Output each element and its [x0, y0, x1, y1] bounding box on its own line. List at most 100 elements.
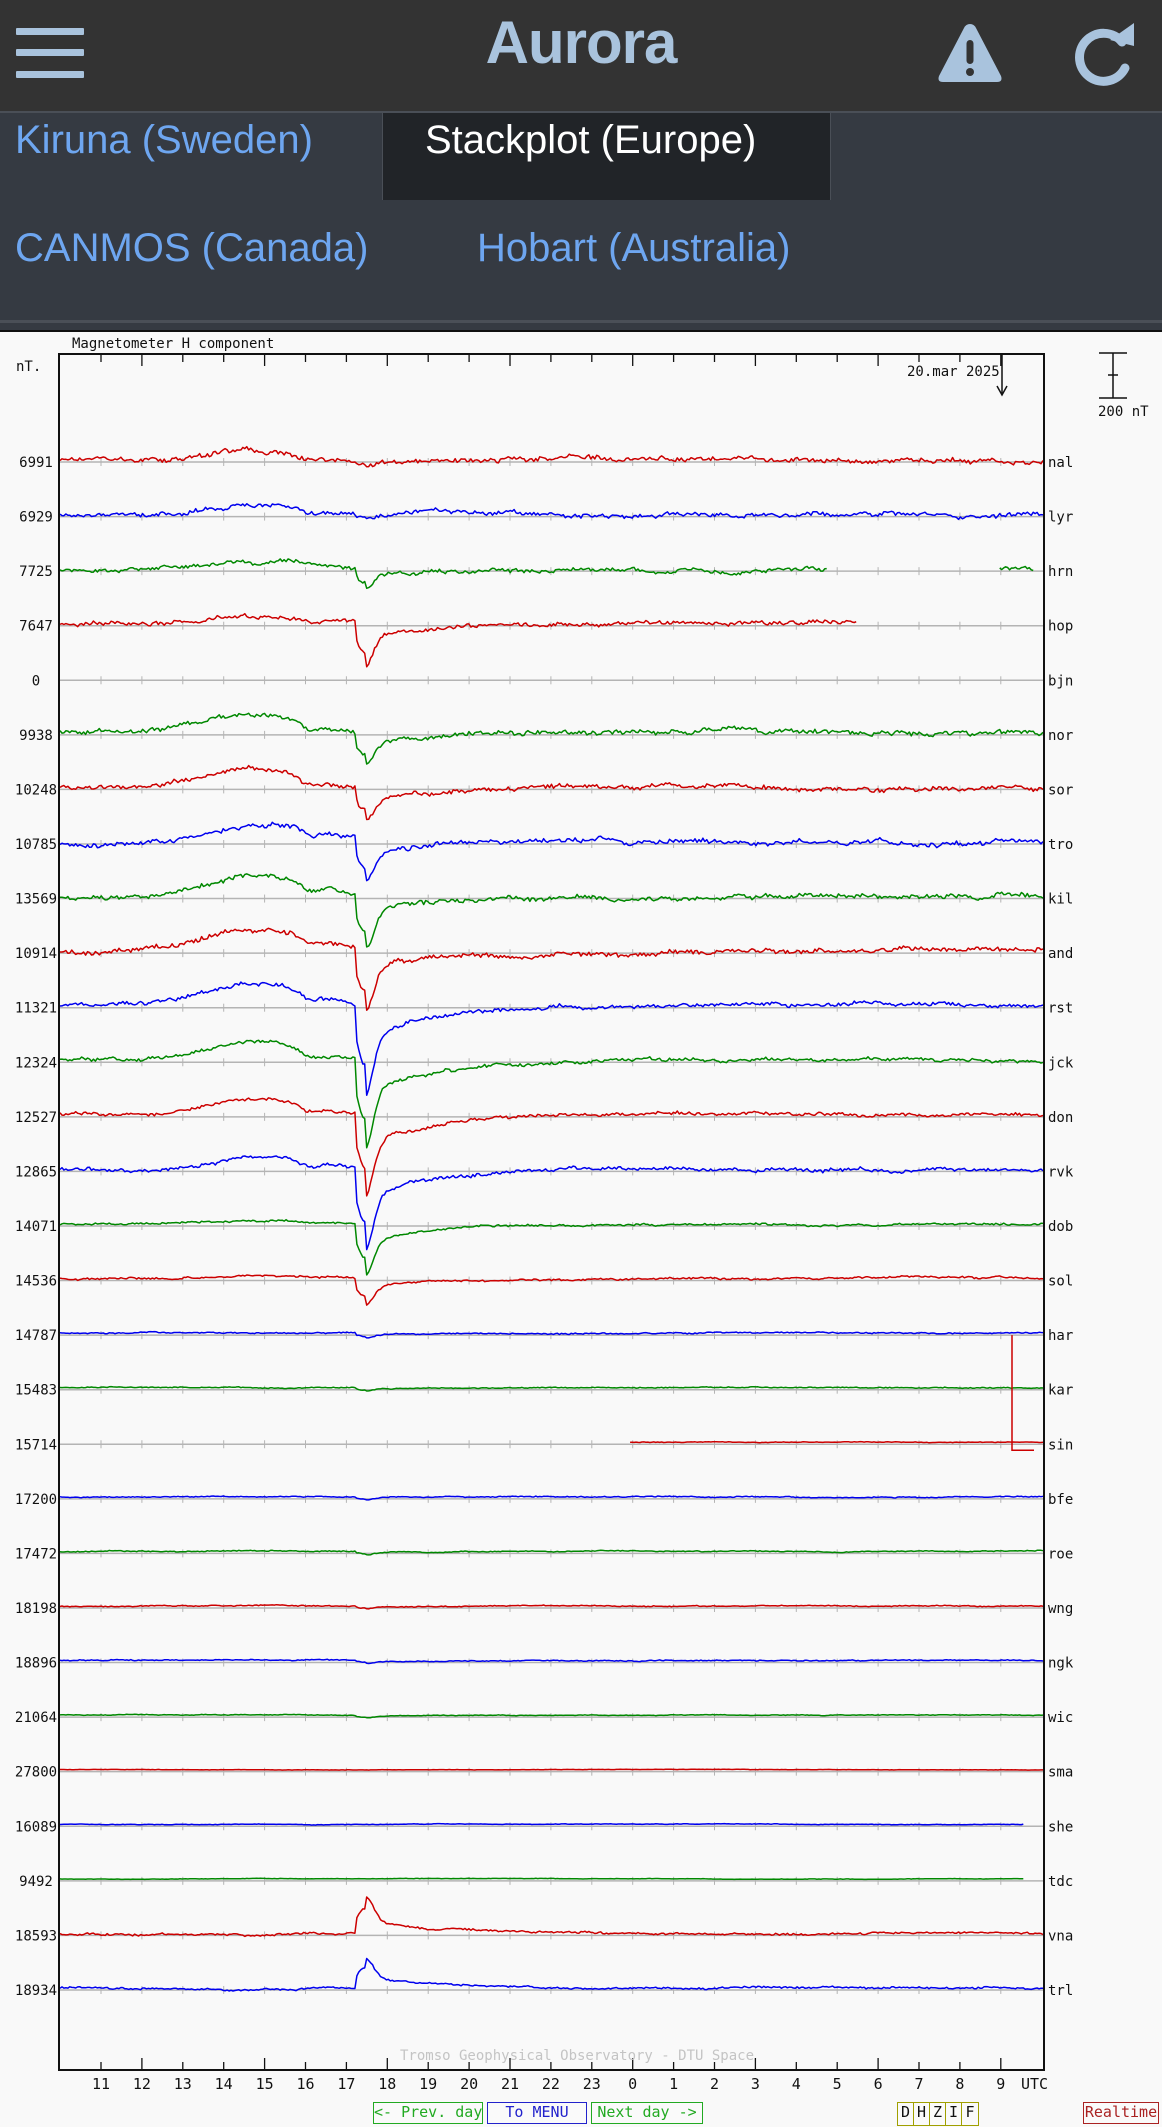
x-tick-label: 7: [914, 2075, 923, 2093]
stackplot-chart: 11 12 13 14 15 16 17 18 19 20 21 22 23 0 1 2 3 4 5 6 7 8 9 nal…: [0, 330, 1162, 2121]
station-label-sin: sin: [1048, 1437, 1073, 1453]
baseline-value-jck: 12324: [15, 1055, 57, 1071]
station-label-bjn: bjn: [1048, 673, 1073, 689]
component-z-button[interactable]: Z: [930, 2103, 946, 2125]
x-tick-label: 20: [460, 2075, 478, 2093]
component-f-button[interactable]: F: [962, 2103, 978, 2125]
component-h-button[interactable]: H: [914, 2103, 930, 2125]
refresh-button[interactable]: [1070, 20, 1140, 90]
x-tick-label: 3: [751, 2075, 760, 2093]
unit-label: nT.: [16, 359, 41, 375]
alert-button[interactable]: [935, 20, 1005, 90]
trace-roe: [59, 1549, 1044, 1556]
trace-don: [59, 1097, 1044, 1197]
baseline-value-nor: 9938: [19, 728, 53, 744]
trace-jck: [59, 1039, 1044, 1149]
x-tick-label: 16: [296, 2075, 314, 2093]
x-tick-label: 5: [833, 2075, 842, 2093]
x-tick-label: 23: [583, 2075, 601, 2093]
tab-canmos[interactable]: CANMOS (Canada): [15, 226, 369, 270]
station-label-nor: nor: [1048, 728, 1073, 744]
trace-kar: [59, 1385, 1044, 1392]
plot-frame: [58, 353, 1045, 2071]
app-bar: Aurora: [0, 0, 1162, 113]
x-axis-unit: UTC: [1021, 2075, 1048, 2093]
baseline-value-she: 16089: [15, 1819, 57, 1835]
trace-dob: [59, 1218, 1044, 1276]
station-label-roe: roe: [1048, 1546, 1073, 1562]
x-tick-label: 2: [710, 2075, 719, 2093]
x-tick-label: 12: [133, 2075, 151, 2093]
station-label-trl: trl: [1048, 1983, 1073, 1999]
station-labels: nal 6991 lyr 6929 hrn 7725 hop 7647 bjn 0 nor 9938 s…: [15, 455, 1074, 1999]
station-label-rst: rst: [1048, 1001, 1073, 1017]
station-label-kar: kar: [1048, 1383, 1073, 1399]
component-d-button[interactable]: D: [898, 2103, 914, 2125]
tab-kiruna[interactable]: Kiruna (Sweden): [15, 118, 313, 162]
station-traces: [59, 445, 1044, 1992]
x-tick-label: 0: [628, 2075, 637, 2093]
baseline-value-hop: 7647: [19, 619, 53, 635]
trace-hrn: [59, 558, 827, 590]
baseline-value-roe: 17472: [15, 1546, 57, 1562]
station-label-kil: kil: [1048, 892, 1073, 908]
watermark: Tromso Geophysical Observatory - DTU Spa…: [400, 2048, 754, 2064]
x-tick-label: 8: [955, 2075, 964, 2093]
x-tick-label: 13: [174, 2075, 192, 2093]
trace-rst: [59, 981, 1044, 1096]
trace-vna: [59, 1896, 1044, 1938]
magnetometer-stackplot: 11 12 13 14 15 16 17 18 19 20 21 22 23 0 1 2 3 4 5 6 7 8 9 nal…: [15, 336, 1149, 2093]
baseline-value-kar: 15483: [15, 1383, 57, 1399]
tab-hobart[interactable]: Hobart (Australia): [477, 226, 791, 270]
component-selector: D H Z I F: [897, 2102, 979, 2126]
baseline-value-wic: 21064: [15, 1710, 57, 1726]
station-label-rvk: rvk: [1048, 1164, 1074, 1180]
baseline-value-and: 10914: [15, 946, 57, 962]
baseline-value-sol: 14536: [15, 1274, 57, 1290]
app-title: Aurora: [485, 9, 678, 76]
trace-she: [59, 1822, 1024, 1826]
baseline-value-rvk: 12865: [15, 1164, 57, 1180]
station-label-tdc: tdc: [1048, 1874, 1073, 1890]
baseline-value-sin: 15714: [15, 1437, 57, 1453]
warning-triangle-icon: [938, 24, 1002, 82]
station-label-she: she: [1048, 1819, 1073, 1835]
x-tick-label: 1: [669, 2075, 678, 2093]
hamburger-menu-button[interactable]: [16, 28, 84, 78]
tab-divider: [0, 320, 1162, 323]
baseline-value-tdc: 9492: [19, 1874, 53, 1890]
x-tick-label: 21: [501, 2075, 519, 2093]
trace-wng: [59, 1603, 1044, 1610]
trace-tdc: [59, 1877, 1024, 1881]
station-label-wic: wic: [1048, 1710, 1073, 1726]
station-label-tro: tro: [1048, 837, 1073, 853]
station-label-nal: nal: [1048, 455, 1073, 471]
baseline-value-sor: 10248: [15, 782, 57, 798]
baseline-value-vna: 18593: [15, 1928, 57, 1944]
station-label-sol: sol: [1048, 1274, 1073, 1290]
baseline-value-sma: 27800: [15, 1765, 57, 1781]
component-i-button[interactable]: I: [946, 2103, 962, 2125]
tab-stackplot[interactable]: Stackplot (Europe): [382, 113, 831, 200]
baseline-value-don: 12527: [15, 1110, 57, 1126]
baseline-grid: [60, 458, 1043, 1994]
x-tick-label: 14: [215, 2075, 233, 2093]
station-label-dob: dob: [1048, 1219, 1073, 1235]
station-label-jck: jck: [1048, 1055, 1074, 1071]
trace-ngk: [59, 1658, 1044, 1665]
baseline-value-bjn: 0: [32, 673, 40, 689]
baseline-value-kil: 13569: [15, 892, 57, 908]
prev-day-button[interactable]: <- Prev. day: [373, 2102, 483, 2124]
to-menu-button[interactable]: To MENU: [487, 2102, 587, 2124]
realtime-arrow-icon: [996, 354, 1008, 397]
trace-har: [59, 1330, 1044, 1339]
date-label: 20.mar 2025: [907, 364, 1000, 380]
baseline-value-rst: 11321: [15, 1001, 57, 1017]
station-label-wng: wng: [1048, 1601, 1073, 1617]
station-label-hop: hop: [1048, 619, 1073, 635]
next-day-button[interactable]: Next day ->: [591, 2102, 703, 2124]
plot-header: Magnetometer H component: [72, 336, 274, 352]
trace-nor: [59, 712, 1044, 765]
station-label-ngk: ngk: [1048, 1656, 1074, 1672]
baseline-value-har: 14787: [15, 1328, 57, 1344]
